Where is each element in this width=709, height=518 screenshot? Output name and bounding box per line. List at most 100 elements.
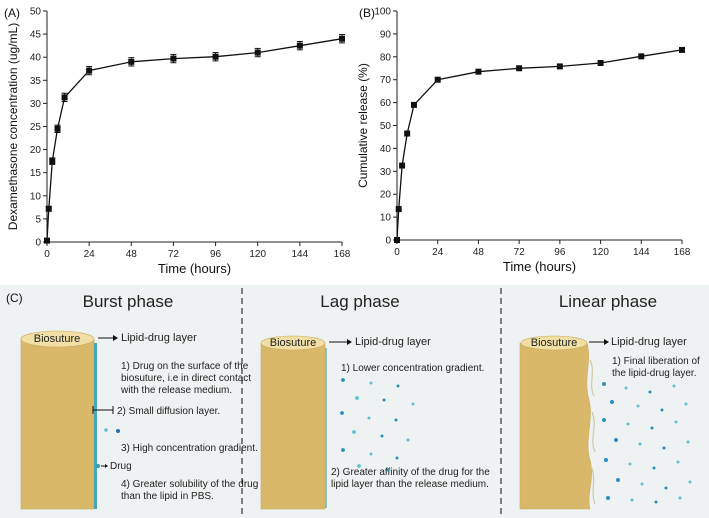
drug-particle [380, 434, 384, 438]
biosuture-cylinder [519, 342, 592, 510]
drug-particle [616, 478, 620, 482]
chart-a-data-point [339, 35, 345, 42]
drug-particle [394, 418, 398, 422]
burst-note-4-line-1: 4) Greater solubility of the drug [121, 479, 258, 490]
drug-particle [638, 442, 642, 446]
drug-particle [357, 464, 361, 468]
chart-a-y-tick-label: 25 [30, 122, 42, 133]
lag-drug-particles [340, 378, 415, 472]
arrow-head-icon [105, 464, 108, 468]
chart-a-x-tick-label: 0 [44, 249, 50, 260]
drug-particle [104, 428, 108, 432]
chart-b-data-point [399, 162, 406, 169]
chart-b-x-axis-label: Time (hours) [503, 259, 576, 274]
drug-particle [369, 381, 373, 385]
linear-note-1-line-1: 1) Final liberation of [612, 356, 700, 367]
drug-particle [411, 402, 415, 406]
chart-a-data-point [296, 42, 303, 49]
drug-particle [369, 452, 373, 456]
chart-b-x-tick-label: 72 [514, 247, 526, 258]
chart-b-panel-label: (B) [359, 6, 375, 20]
chart-a-y-tick-label: 15 [30, 168, 42, 179]
burst-note-2: 2) Small diffusion layer. [117, 406, 220, 417]
chart-b-y-tick-label: 60 [380, 98, 392, 109]
drug-particle [628, 462, 632, 466]
drug-particle [624, 386, 628, 390]
chart-a-y-tick-label: 50 [30, 7, 42, 18]
chart-a-y-tick-label: 35 [30, 76, 42, 87]
chart-a-x-tick-label: 120 [249, 249, 266, 260]
lag-note-1: 1) Lower concentration gradient. [341, 363, 484, 374]
chart-b-x-tick-label: 96 [554, 247, 566, 258]
chart-a-data-point [254, 49, 261, 56]
chart-a-y-tick-label: 30 [30, 99, 42, 110]
drug-particle [664, 486, 668, 490]
drug-particle [606, 496, 610, 500]
chart-a-x-tick-label: 48 [126, 249, 138, 260]
drug-legend-dot-icon [96, 464, 100, 468]
chart-b-y-tick-label: 20 [380, 190, 392, 201]
drug-particle [630, 498, 634, 502]
chart-a-x-tick-label: 72 [168, 249, 180, 260]
drug-particle [116, 429, 120, 433]
chart-b-x-tick-label: 24 [432, 247, 444, 258]
burst-note-1-line-2: biosuture, i.e in direct contact [121, 373, 251, 384]
chart-a-data-point [49, 158, 56, 165]
chart-b-y-tick-label: 50 [380, 121, 392, 132]
biosuture-top [520, 335, 588, 351]
chart-a-y-tick-label: 40 [30, 53, 42, 64]
chart-b-data-point [475, 68, 482, 75]
drug-particle [341, 378, 345, 382]
drug-particle [341, 448, 345, 452]
lag-phase-title: Lag phase [320, 292, 399, 311]
chart-b-data-point [638, 53, 645, 60]
drug-particle [676, 460, 680, 464]
chart-a-x-tick-label: 144 [292, 249, 309, 260]
drug-particle [678, 496, 682, 500]
chart-a-data-point [128, 58, 135, 65]
drug-particle [602, 382, 606, 386]
chart-a-y-tick-label: 0 [35, 238, 41, 249]
biosuture-label: Biosuture [34, 333, 80, 345]
drug-particle [395, 456, 399, 460]
drug-particle [674, 420, 678, 424]
chart-b-data-point [597, 59, 604, 66]
chart-a-data-point [170, 55, 177, 62]
chart-a-data-point [54, 125, 61, 132]
drug-particle [382, 398, 386, 402]
drug-particle [684, 402, 688, 406]
chart-b-x-tick-label: 120 [592, 247, 609, 258]
chart-b-data-point [556, 63, 563, 70]
drug-particle [352, 430, 356, 434]
lag-phase-section: Lag phase Biosuture Lipid-drug layer 1) … [260, 292, 490, 510]
lipid-drug-layer-strip [325, 348, 327, 508]
chart-b-y-tick-label: 100 [374, 7, 391, 18]
chart-a-data-point [86, 67, 93, 74]
drug-particle [386, 468, 390, 472]
drug-particle [650, 426, 654, 430]
chart-a-data-point [44, 237, 50, 244]
biosuture-cylinder [260, 342, 326, 510]
chart-b-x-tick-label: 168 [674, 247, 691, 258]
drug-particle [688, 480, 692, 484]
lipid-drug-layer-label: Lipid-drug layer [611, 336, 687, 348]
burst-note-1-line-3: with the release medium. [120, 385, 232, 396]
chart-b-data-point [395, 206, 402, 213]
drug-particle [636, 404, 640, 408]
drug-particle [648, 390, 652, 394]
drug-particle [396, 384, 400, 388]
chart-b-x-tick-label: 144 [633, 247, 650, 258]
chart-a-x-tick-label: 168 [334, 249, 351, 260]
chart-a-data-point [212, 53, 219, 60]
drug-particle [610, 400, 614, 404]
drug-particle [626, 422, 630, 426]
drug-legend-label: Drug [110, 461, 132, 472]
drug-particle [367, 416, 371, 420]
lag-note-2-line-1: 2) Greater affinity of the drug for the [331, 467, 490, 478]
drug-particle [340, 411, 344, 415]
chart-panel-a: (A) Dexamethasone concentration (ug/mL) … [4, 6, 351, 276]
chart-a-x-tick-label: 24 [84, 249, 96, 260]
chart-a-y-tick-label: 10 [30, 191, 42, 202]
drug-particle [662, 446, 666, 450]
